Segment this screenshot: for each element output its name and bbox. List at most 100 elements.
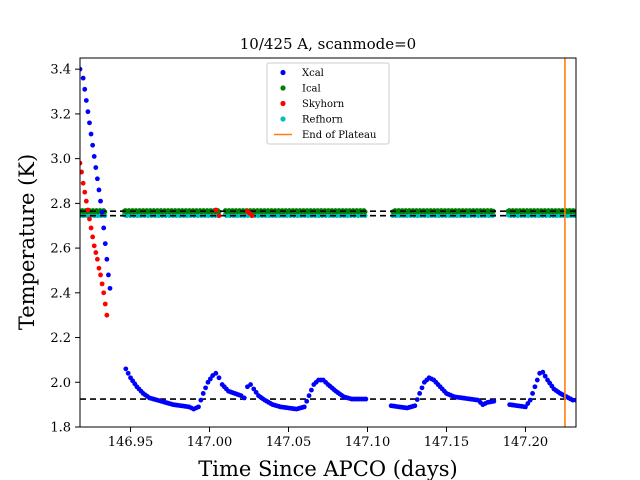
xcal-point	[82, 86, 88, 92]
skyhorn-point	[216, 213, 222, 219]
skyhorn-point	[96, 265, 102, 271]
xcal-point	[207, 376, 213, 382]
xcal-point	[83, 98, 89, 103]
xcal-point	[414, 397, 420, 402]
xcal-point	[542, 373, 548, 379]
xcal-point	[309, 387, 314, 393]
y-tick-label: 3.4	[50, 63, 71, 78]
plot-area	[80, 58, 576, 427]
xcal-point	[102, 241, 108, 247]
xcal-point	[304, 398, 310, 404]
xcal-point	[125, 370, 131, 376]
xcal-point	[573, 397, 576, 403]
xcal-point	[363, 396, 369, 402]
legend-label-skyhorn: Skyhorn	[302, 99, 345, 110]
xcal-point	[412, 403, 418, 409]
xcal-point	[101, 225, 107, 231]
xcal-point	[90, 142, 96, 148]
xcal-point	[94, 176, 100, 182]
x-axis-label: Time Since APCO (days)	[198, 457, 457, 480]
legend: Xcal Ical Skyhorn Refhorn End of Plateau	[266, 62, 390, 145]
xcal-point	[248, 382, 254, 387]
y-tick-label: 2.2	[50, 331, 71, 346]
xcal-point	[525, 401, 531, 406]
y-tick-label: 3.0	[50, 152, 71, 167]
y-tick-label: 2.8	[50, 197, 71, 212]
xcal-point	[491, 398, 497, 404]
xcal-point	[123, 366, 129, 372]
skyhorn-point	[85, 207, 91, 213]
y-axis-label: Temperature (K)	[15, 154, 39, 330]
x-tick-label: 147.05	[266, 435, 312, 450]
skyhorn-point	[101, 290, 107, 296]
xcal-point	[530, 391, 535, 396]
legend-marker-skyhorn	[280, 100, 286, 107]
legend-box	[266, 62, 390, 145]
xcal-point	[251, 386, 257, 392]
x-tick-label: 147.20	[503, 435, 549, 450]
xcal-point	[80, 75, 86, 81]
plot-content	[80, 58, 576, 427]
skyhorn-point	[102, 301, 108, 307]
xcal-point	[99, 209, 105, 215]
xcal-point	[216, 375, 222, 381]
x-tick-label: 146.95	[108, 435, 154, 450]
y-tick-label: 2.4	[50, 286, 71, 301]
legend-label-ical: Ical	[302, 84, 321, 95]
legend-label-xcal: Xcal	[302, 68, 324, 79]
xcal-point	[523, 404, 528, 410]
xcal-point	[88, 131, 94, 137]
xcal-point	[205, 379, 211, 385]
xcal-point	[87, 120, 92, 126]
xcal-point	[198, 397, 204, 403]
legend-marker-ical	[280, 85, 286, 91]
skyhorn-point	[82, 189, 88, 195]
xcal-point	[241, 395, 247, 401]
skyhorn-point	[249, 213, 255, 219]
legend-label-refhorn: Refhorn	[302, 115, 343, 126]
legend-marker-xcal	[280, 69, 286, 76]
skyhorn-point	[87, 216, 92, 222]
xcal-point	[534, 377, 540, 383]
xcal-point	[106, 272, 111, 278]
xcal-point	[540, 369, 546, 375]
x-axis: 146.95 147.00 147.05 147.10 147.15 147.20	[108, 427, 548, 450]
xcal-point	[80, 66, 83, 72]
xcal-point	[203, 385, 208, 391]
x-tick-label: 147.15	[424, 435, 470, 450]
chart-title: 10/425 A, scanmode=0	[240, 35, 416, 53]
skyhorn-point	[99, 281, 105, 287]
y-tick-label: 1.8	[50, 421, 71, 436]
legend-marker-refhorn	[280, 116, 286, 122]
skyhorn-point	[88, 225, 94, 231]
skyhorn-point	[104, 312, 110, 318]
xcal-point	[301, 404, 307, 410]
xcal-point	[85, 109, 91, 115]
xcal-point	[196, 404, 201, 410]
xcal-point	[213, 370, 219, 376]
skyhorn-point	[80, 180, 86, 186]
xcal-point	[532, 384, 538, 390]
xcal-point	[200, 391, 206, 396]
skyhorn-point	[94, 256, 100, 262]
x-tick-label: 147.00	[187, 435, 233, 450]
y-tick-label: 2.6	[50, 242, 71, 257]
xcal-point	[419, 385, 425, 391]
legend-label-end-of-plateau: End of Plateau	[302, 130, 377, 141]
skyhorn-point	[80, 169, 84, 175]
y-tick-label: 2.0	[50, 376, 71, 391]
xcal-point	[417, 391, 423, 396]
xcal-point	[253, 389, 259, 395]
skyhorn-point	[80, 160, 83, 166]
xcal-point	[527, 397, 533, 403]
plot-frame	[79, 57, 577, 428]
xcal-point	[104, 256, 110, 262]
xcal-point	[306, 393, 312, 399]
y-axis: 1.8 2.0 2.2 2.4 2.6 2.8 3.0 3.2 3.4	[50, 63, 80, 436]
xcal-point	[96, 187, 102, 193]
xcal-point	[93, 165, 99, 170]
skyhorn-point	[91, 243, 97, 249]
skyhorn-point	[98, 272, 103, 278]
skyhorn-point	[90, 234, 96, 240]
